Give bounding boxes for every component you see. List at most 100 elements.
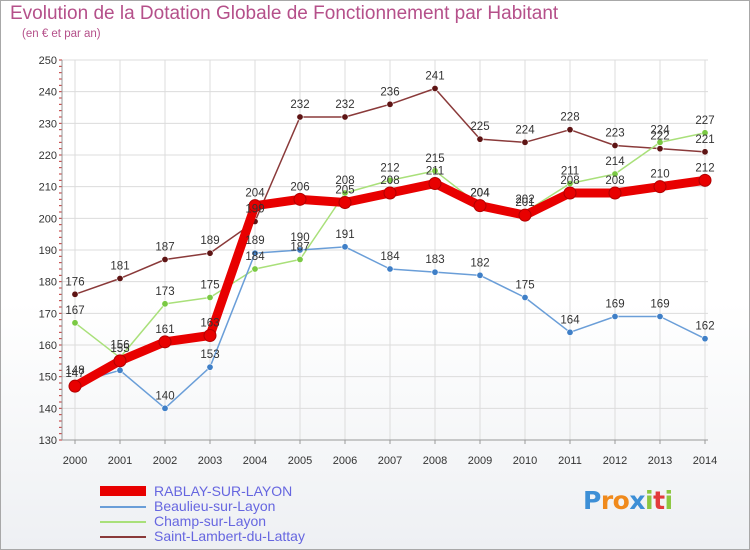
data-label-3: 228 — [560, 112, 579, 124]
data-label-0: 201 — [515, 197, 534, 209]
x-tick-label: 2003 — [198, 455, 222, 467]
data-label-0: 204 — [245, 188, 265, 200]
series-point-1 — [341, 243, 349, 251]
data-label-3: 199 — [245, 204, 264, 216]
logo-letter: P — [583, 486, 601, 515]
chart-legend: RABLAY-SUR-LAYON Beaulieu-sur-Layon Cham… — [100, 483, 360, 544]
series-point-3 — [476, 135, 484, 143]
data-label-3: 221 — [695, 134, 714, 146]
series-point-2 — [296, 255, 304, 263]
series-point-1 — [521, 293, 529, 301]
legend-item-champ[interactable]: Champ-sur-Layon — [100, 513, 360, 529]
data-label-1: 184 — [380, 251, 400, 263]
series-point-0 — [338, 196, 352, 209]
legend-swatch-beaulieu — [100, 506, 146, 508]
x-tick-label: 2009 — [468, 455, 492, 467]
series-point-0 — [563, 186, 577, 200]
legend-swatch-saint-lambert — [100, 536, 146, 538]
x-tick-label: 2000 — [63, 455, 87, 467]
legend-label-rablay: RABLAY-SUR-LAYON — [154, 483, 293, 499]
data-label-0: 147 — [65, 368, 84, 380]
data-label-3: 225 — [470, 121, 489, 133]
series-point-2 — [431, 167, 439, 175]
y-tick-label: 160 — [39, 340, 57, 352]
chart-title: Evolution de la Dotation Globale de Fonc… — [10, 3, 559, 24]
data-label-2: 173 — [155, 286, 174, 298]
series-point-3 — [431, 85, 439, 93]
data-label-2: 175 — [200, 280, 219, 292]
legend-item-saint-lambert[interactable]: Saint-Lambert-du-Lattay — [100, 528, 360, 544]
series-point-0 — [518, 208, 532, 222]
data-label-3: 232 — [335, 99, 354, 111]
series-point-1 — [296, 246, 304, 254]
data-label-0: 211 — [426, 166, 444, 178]
x-tick-label: 2002 — [153, 455, 177, 467]
series-point-3 — [521, 138, 529, 146]
series-point-3 — [566, 126, 574, 134]
data-label-0: 163 — [200, 318, 219, 330]
data-label-3: 222 — [650, 131, 669, 143]
x-tick-label: 2010 — [513, 455, 537, 467]
legend-item-beaulieu[interactable]: Beaulieu-sur-Layon — [100, 498, 360, 514]
data-label-3: 236 — [380, 86, 399, 98]
series-point-2 — [206, 293, 214, 301]
x-tick-label: 2001 — [108, 455, 132, 467]
series-point-1 — [116, 366, 124, 374]
chart-subtitle: (en € et par an) — [22, 28, 101, 40]
data-label-3: 232 — [290, 99, 309, 111]
y-tick-label: 210 — [39, 182, 57, 194]
data-label-1: 189 — [245, 235, 264, 247]
data-label-3: 187 — [155, 242, 174, 254]
series-point-3 — [71, 290, 79, 298]
data-label-2: 156 — [110, 340, 129, 352]
logo-letter: r — [600, 486, 613, 515]
x-tick-label: 2004 — [243, 455, 267, 467]
series-point-1 — [386, 265, 394, 273]
series-point-3 — [161, 255, 169, 263]
y-tick-label: 130 — [39, 435, 57, 447]
data-label-1: 182 — [470, 257, 489, 269]
series-point-3 — [656, 145, 664, 153]
series-point-2 — [386, 176, 394, 184]
series-point-1 — [566, 328, 574, 336]
x-tick-label: 2011 — [558, 455, 582, 467]
series-point-3 — [611, 142, 619, 150]
data-label-3: 189 — [200, 235, 219, 247]
series-point-0 — [473, 199, 487, 213]
series-point-1 — [656, 312, 664, 320]
data-label-2: 215 — [425, 153, 444, 165]
series-point-2 — [161, 300, 169, 308]
legend-label-champ: Champ-sur-Layon — [154, 513, 267, 529]
data-label-1: 190 — [290, 232, 309, 244]
data-label-2: 184 — [245, 251, 265, 263]
series-point-3 — [341, 113, 349, 121]
data-label-0: 206 — [290, 181, 309, 193]
data-label-3: 241 — [425, 71, 444, 83]
series-point-0 — [608, 186, 622, 200]
x-tick-label: 2006 — [333, 455, 357, 467]
legend-item-rablay[interactable]: RABLAY-SUR-LAYON — [100, 483, 360, 499]
series-point-0 — [248, 199, 262, 213]
data-label-3: 223 — [605, 128, 624, 140]
series-point-1 — [701, 335, 709, 343]
data-label-1: 148 — [65, 365, 84, 377]
series-point-2 — [701, 129, 709, 137]
logo-letter: i — [664, 486, 674, 515]
y-tick-label: 150 — [39, 372, 57, 384]
series-point-3 — [206, 249, 214, 257]
data-label-0: 210 — [650, 169, 669, 181]
data-label-2: 204 — [470, 188, 490, 200]
data-label-2: 208 — [335, 175, 354, 187]
y-tick-label: 180 — [39, 277, 57, 289]
data-label-1: 164 — [560, 314, 580, 326]
data-label-0: 208 — [380, 175, 399, 187]
data-label-2: 212 — [380, 162, 399, 174]
y-tick-label: 250 — [39, 55, 57, 67]
data-label-1: 140 — [155, 390, 174, 402]
x-tick-label: 2005 — [288, 455, 312, 467]
data-label-3: 224 — [515, 124, 535, 136]
series-point-2 — [251, 265, 259, 273]
data-label-1: 183 — [425, 254, 444, 266]
data-label-1: 162 — [695, 321, 714, 333]
